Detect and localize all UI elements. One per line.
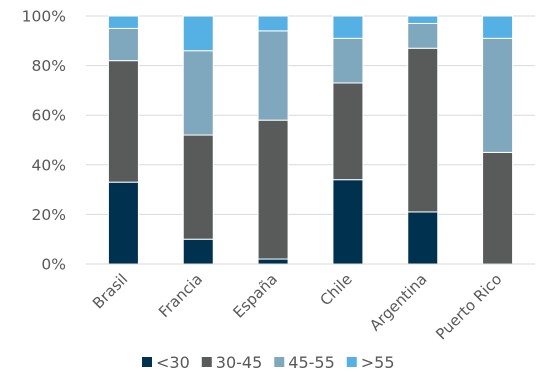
bar-segment bbox=[257, 258, 289, 265]
y-tick-label: 80% bbox=[32, 57, 66, 75]
bar-segment bbox=[107, 27, 139, 62]
x-tick-label: Argentina bbox=[366, 270, 430, 334]
bar-segment bbox=[407, 47, 439, 213]
bar-segment bbox=[407, 211, 439, 265]
bar-segment bbox=[257, 30, 289, 121]
legend-swatch bbox=[142, 357, 152, 367]
legend-label: 45-55 bbox=[288, 353, 335, 372]
bar-segment bbox=[407, 22, 439, 49]
bar-segment bbox=[257, 15, 289, 32]
bar-segment bbox=[407, 15, 439, 24]
y-tick-label: 20% bbox=[32, 206, 66, 224]
legend-label: <30 bbox=[156, 353, 190, 372]
bar-segment bbox=[257, 119, 289, 260]
bar-segment bbox=[332, 15, 364, 39]
legend-swatch bbox=[201, 357, 212, 367]
legend-label: >55 bbox=[361, 353, 395, 372]
legend-swatch bbox=[346, 357, 357, 367]
gridlines bbox=[86, 15, 535, 265]
bars bbox=[107, 15, 514, 265]
x-tick-label: Puerto Rico bbox=[432, 270, 505, 343]
y-tick-label: 0% bbox=[41, 256, 66, 274]
x-tick-label: Francia bbox=[155, 270, 206, 321]
bar-segment bbox=[182, 15, 214, 52]
bar-segment bbox=[182, 238, 214, 265]
legend-swatch bbox=[274, 357, 285, 367]
y-tick-label: 100% bbox=[22, 8, 66, 26]
legend: <30 30-45 45-55 >55 bbox=[142, 353, 395, 372]
bar-segment bbox=[482, 151, 514, 265]
y-tick-label: 40% bbox=[32, 156, 66, 174]
bar-segment bbox=[332, 179, 364, 265]
bar-segment bbox=[107, 181, 139, 265]
bar-segment bbox=[182, 50, 214, 136]
y-tick-label: 60% bbox=[32, 107, 66, 125]
bar-segment bbox=[107, 60, 139, 183]
bar-segment bbox=[332, 82, 364, 181]
x-tick-label: España bbox=[229, 270, 280, 321]
bar-segment bbox=[107, 15, 139, 29]
x-tick-label: Chile bbox=[316, 270, 355, 309]
x-axis: Brasil Francia España Chile Argentina Puerto … bbox=[86, 263, 535, 343]
legend-label: 30-45 bbox=[216, 353, 263, 372]
bar-segment bbox=[482, 37, 514, 153]
y-axis: 0% 20% 40% 60% 80% 100% bbox=[22, 8, 66, 274]
bar-segment bbox=[182, 134, 214, 240]
x-tick-label: Brasil bbox=[89, 270, 131, 312]
bar-segment bbox=[332, 37, 364, 84]
bar-segment bbox=[482, 15, 514, 39]
